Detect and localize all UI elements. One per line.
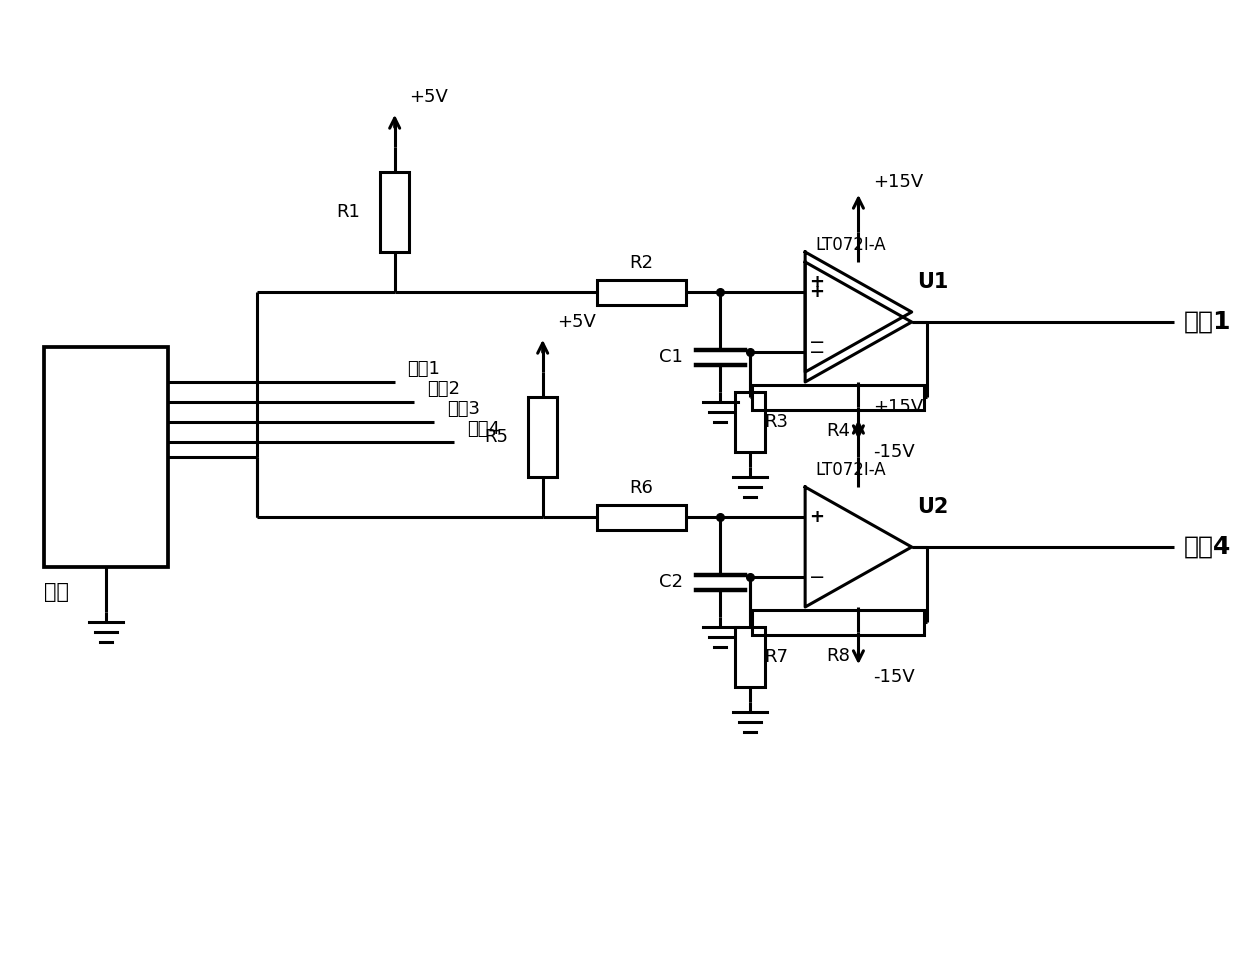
Text: +: + [810,508,825,526]
Text: R8: R8 [826,647,851,665]
Text: LT072I-A: LT072I-A [815,236,885,254]
Text: C1: C1 [658,348,683,366]
Text: +15V: +15V [873,173,924,191]
Text: LT072I-A: LT072I-A [815,461,885,479]
Text: 信号1: 信号1 [1184,310,1231,334]
Bar [45,347,167,567]
Bar [596,505,686,530]
Text: −: − [808,568,825,587]
Text: 探鄴4: 探鄴4 [466,420,500,438]
Text: −: − [808,333,825,351]
Text: 探鄴3: 探鄴3 [446,400,480,418]
Text: +: + [810,273,825,291]
Bar [753,385,924,409]
Text: 探鄴1: 探鄴1 [408,360,440,378]
Text: −: − [808,342,825,362]
Text: 外壳: 外壳 [45,582,69,602]
Text: R5: R5 [484,428,508,446]
Text: -15V: -15V [873,443,915,461]
Text: +15V: +15V [873,398,924,416]
Bar [735,392,765,452]
Text: R2: R2 [630,254,653,272]
Text: R1: R1 [336,203,360,221]
Text: R4: R4 [826,422,851,440]
Text: R3: R3 [765,413,789,431]
Bar [596,279,686,305]
Bar [735,627,765,687]
Text: +: + [810,283,825,301]
Text: U1: U1 [916,272,949,292]
Text: -15V: -15V [873,668,915,686]
Text: R7: R7 [765,648,789,666]
Text: +5V: +5V [409,88,449,106]
Bar [753,609,924,634]
Text: U2: U2 [916,497,949,517]
Text: R6: R6 [630,479,653,497]
Text: 信号4: 信号4 [1184,535,1231,559]
Text: +5V: +5V [558,313,596,331]
Text: 探鄴2: 探鄴2 [428,380,460,398]
Bar [528,397,558,477]
Bar [379,172,409,252]
Text: C2: C2 [658,573,683,591]
